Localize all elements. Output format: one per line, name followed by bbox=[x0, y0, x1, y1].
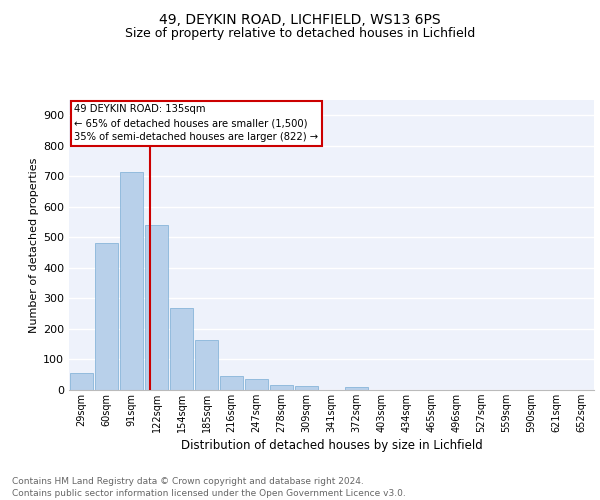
Text: 49 DEYKIN ROAD: 135sqm
← 65% of detached houses are smaller (1,500)
35% of semi-: 49 DEYKIN ROAD: 135sqm ← 65% of detached… bbox=[74, 104, 319, 142]
Bar bbox=[245, 380, 268, 390]
Text: Size of property relative to detached houses in Lichfield: Size of property relative to detached ho… bbox=[125, 28, 475, 40]
X-axis label: Distribution of detached houses by size in Lichfield: Distribution of detached houses by size … bbox=[181, 439, 482, 452]
Bar bbox=[345, 387, 368, 390]
Bar bbox=[270, 384, 293, 390]
Text: 49, DEYKIN ROAD, LICHFIELD, WS13 6PS: 49, DEYKIN ROAD, LICHFIELD, WS13 6PS bbox=[159, 12, 441, 26]
Text: Contains HM Land Registry data © Crown copyright and database right 2024.
Contai: Contains HM Land Registry data © Crown c… bbox=[12, 476, 406, 498]
Bar bbox=[145, 225, 168, 390]
Bar bbox=[95, 244, 118, 390]
Bar bbox=[170, 308, 193, 390]
Y-axis label: Number of detached properties: Number of detached properties bbox=[29, 158, 39, 332]
Bar bbox=[120, 172, 143, 390]
Bar bbox=[195, 340, 218, 390]
Bar bbox=[295, 386, 318, 390]
Bar bbox=[70, 372, 93, 390]
Bar bbox=[220, 376, 243, 390]
